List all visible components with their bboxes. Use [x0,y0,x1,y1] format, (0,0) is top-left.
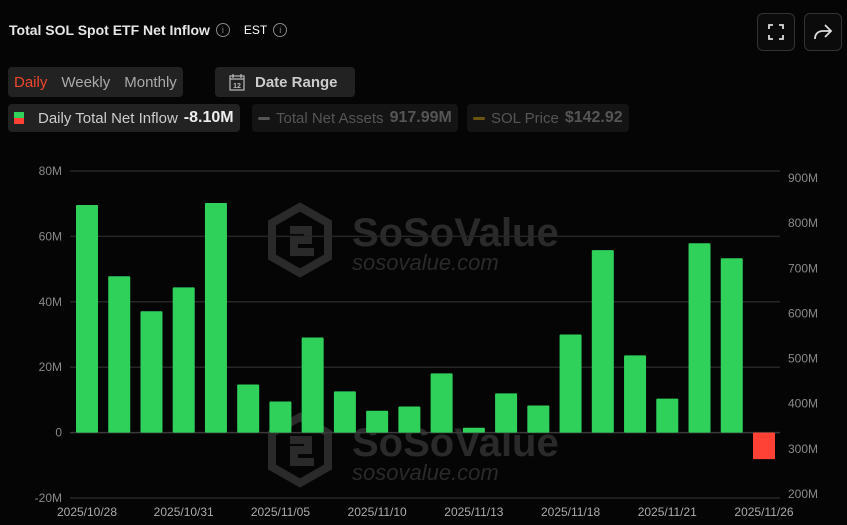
bar [172,287,195,433]
calendar-icon: 12 [229,74,245,91]
legend-value: $142.92 [564,109,623,126]
inflow-legend-swatch [14,112,24,124]
timezone-label: EST [243,23,268,37]
bar [430,373,453,433]
info-icon[interactable]: i [215,23,230,37]
share-icon [814,24,833,40]
legend-total-net-assets[interactable]: Total Net Assets 917.99M [252,104,458,132]
x-tick-label: 2025/11/05 [251,505,310,519]
y2-tick-label: 900M [788,171,818,185]
y-tick-label: 60M [39,229,62,243]
legend-label: Daily Total Net Inflow [38,109,178,127]
x-tick-label: 2025/11/13 [444,505,503,519]
x-tick-label: 2025/11/26 [734,505,793,519]
bar [366,410,389,433]
watermark-url: sosovalue.com [352,250,499,275]
legend-label: Total Net Assets [276,109,384,127]
y2-tick-label: 800M [788,216,818,230]
bar [591,250,614,433]
y2-tick-label: 400M [788,397,818,411]
bar [76,205,98,433]
chart-title: Total SOL Spot ETF Net Inflow i EST i [9,22,288,38]
watermark-url: sosovalue.com [352,460,499,485]
y2-tick-label: 700M [788,261,818,275]
period-tabs: Daily Weekly Monthly [8,67,183,97]
legend-value: 917.99M [389,109,452,126]
bar [688,243,711,433]
calendar-icon-text: 12 [233,83,241,90]
y2-tick-label: 300M [788,442,818,456]
bar [527,405,550,433]
bar [720,258,743,433]
y-tick-label: 0 [55,426,62,440]
bar [269,401,292,433]
date-range-button[interactable]: 12 Date Range [215,67,355,97]
y-tick-label: 20M [39,360,62,374]
y-tick-label: 40M [39,295,62,309]
bar [301,337,324,433]
bar [204,203,227,433]
legend-net-inflow[interactable]: Daily Total Net Inflow -8.10M [8,104,240,132]
price-legend-swatch [473,116,485,120]
bar [108,276,131,433]
x-tick-label: 2025/10/28 [57,505,117,519]
x-tick-label: 2025/11/10 [348,505,407,519]
info-icon[interactable]: i [273,23,288,37]
y-tick-label: -20M [35,491,62,505]
y-tick-label: 80M [39,164,62,178]
bar [624,355,647,433]
y2-tick-label: 600M [788,306,818,320]
bar [462,427,485,433]
share-button[interactable] [804,13,842,51]
assets-legend-swatch [258,116,270,120]
watermark-brand: SoSoValue [352,211,559,255]
expand-icon [768,24,784,40]
x-tick-label: 2025/11/21 [638,505,697,519]
legend-sol-price[interactable]: SOL Price $142.92 [467,104,629,132]
bar [656,398,679,433]
bar [398,406,421,433]
sosovalue-logo-icon [268,202,332,278]
bar [753,432,775,460]
x-tick-label: 2025/10/31 [154,505,214,519]
fullscreen-button[interactable] [757,13,795,51]
tab-daily[interactable]: Daily [14,73,48,91]
tab-weekly[interactable]: Weekly [61,73,111,91]
tab-monthly[interactable]: Monthly [124,73,177,91]
date-range-label: Date Range [255,73,338,91]
bar [140,311,163,433]
bar [237,384,260,433]
legend-value: -8.10M [183,109,234,126]
title-text: Total SOL Spot ETF Net Inflow [9,22,210,38]
x-tick-label: 2025/11/18 [541,505,600,519]
y2-tick-label: 200M [788,487,818,501]
y2-tick-label: 500M [788,352,818,366]
bar [495,393,518,433]
bar [333,391,356,433]
bar [559,334,582,433]
legend-label: SOL Price [491,109,559,127]
